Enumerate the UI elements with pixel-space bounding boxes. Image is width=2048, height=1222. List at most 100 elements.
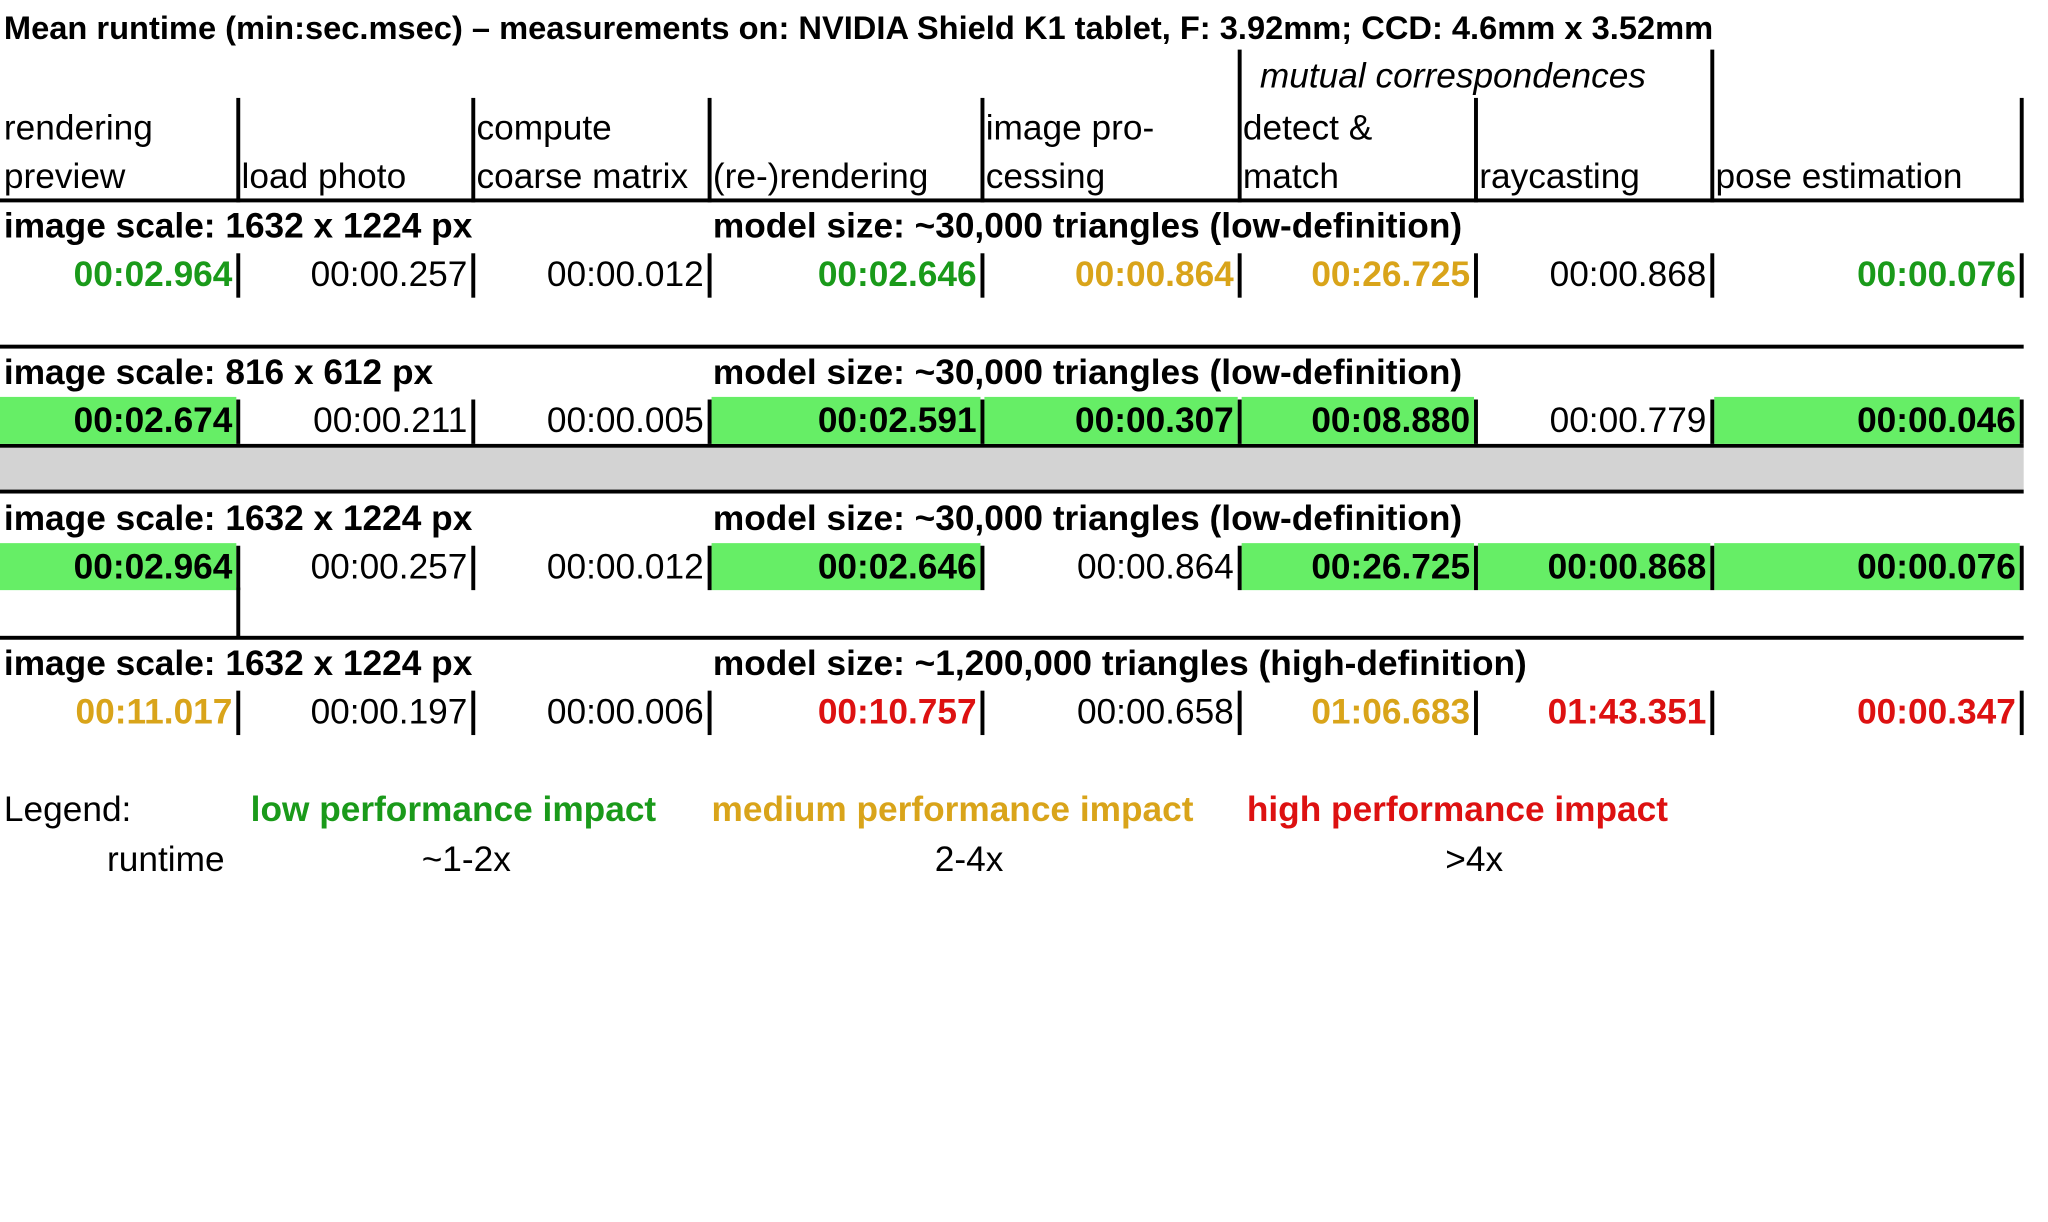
- legend-medium-factor: 2-4x: [934, 839, 1004, 879]
- value-cell-compute-coarse-matrix: 00:00.012: [546, 254, 704, 294]
- value-cell-raycasting: 00:00.868: [1549, 254, 1707, 294]
- header-divider: [471, 97, 476, 203]
- highlight-cell: [711, 543, 981, 591]
- highlight-cell: [1241, 396, 1475, 444]
- cell-divider: [236, 545, 241, 591]
- col-header-image-processing-line1: image pro-: [985, 108, 1155, 148]
- col-header-rerendering: (re-)rendering: [712, 156, 929, 196]
- value-cell-detect-match: 00:26.725: [1311, 547, 1471, 587]
- highlight-cell: [1477, 543, 1711, 591]
- cell-divider: [980, 399, 985, 444]
- col-header-detect-match-line1: detect &: [1242, 108, 1373, 148]
- value-cell-pose-estimation: 00:00.347: [1857, 691, 2016, 732]
- header-divider: [1237, 49, 1242, 203]
- cell-divider: [1474, 690, 1478, 736]
- cell-divider: [236, 399, 241, 444]
- cell-divider: [471, 545, 476, 591]
- highlight-cell: [711, 396, 981, 444]
- cell-divider: [2019, 399, 2024, 444]
- col-header-rendering-preview-line1: rendering: [3, 108, 153, 148]
- value-cell-detect-match: 00:08.880: [1311, 400, 1471, 440]
- header-divider: [1474, 97, 1478, 203]
- cell-divider: [1710, 545, 1715, 591]
- value-cell-rendering-preview: 00:11.017: [75, 691, 233, 732]
- cell-divider: [1710, 399, 1715, 444]
- value-cell-pose-estimation: 00:00.076: [1857, 254, 2016, 294]
- block-2-image-scale: image scale: 816 x 612 px: [3, 352, 434, 392]
- block-4-model-size: model size: ~1,200,000 triangles (high-d…: [712, 643, 1527, 683]
- cell-divider: [707, 399, 712, 444]
- header-bottom-rule: [0, 198, 2024, 203]
- table-title: Mean runtime (min:sec.msec) – measuremen…: [3, 10, 1714, 48]
- value-cell-rerendering: 00:02.646: [817, 254, 977, 294]
- legend-medium-impact: medium performance impact: [711, 789, 1194, 830]
- value-cell-compute-coarse-matrix: 00:00.005: [546, 400, 704, 440]
- group-header-mutual-correspondences: mutual correspondences: [1259, 56, 1646, 96]
- value-cell-rerendering: 00:02.591: [817, 400, 977, 440]
- cell-divider: [471, 690, 476, 736]
- highlight-cell: [0, 396, 237, 444]
- highlight-cell: [1714, 543, 2020, 591]
- header-divider: [980, 97, 985, 203]
- value-cell-compute-coarse-matrix: 00:00.006: [546, 691, 704, 732]
- block-divider: [0, 489, 2024, 494]
- block-divider: [0, 344, 2024, 349]
- legend-high-impact: high performance impact: [1246, 789, 1669, 830]
- cell-divider: [980, 690, 985, 736]
- cell-divider: [707, 690, 712, 736]
- cell-divider: [236, 587, 241, 638]
- header-divider: [707, 97, 712, 203]
- col-header-rendering-preview-line2: preview: [3, 156, 126, 196]
- legend-low-impact: low performance impact: [250, 789, 657, 830]
- value-cell-image-processing: 00:00.307: [1075, 400, 1234, 440]
- highlight-cell: [1241, 543, 1475, 591]
- legend-runtime-label: runtime: [107, 839, 225, 879]
- value-cell-rerendering: 00:10.757: [817, 691, 977, 732]
- highlight-cell: [984, 396, 1238, 444]
- col-header-compute-line1: compute: [476, 108, 612, 148]
- value-cell-raycasting: 00:00.779: [1549, 400, 1707, 440]
- highlight-cell: [1714, 396, 2020, 444]
- cell-divider: [1474, 399, 1478, 444]
- block-4-image-scale: image scale: 1632 x 1224 px: [3, 643, 473, 683]
- value-cell-image-processing: 00:00.864: [1075, 254, 1234, 294]
- cell-divider: [1474, 253, 1478, 298]
- cell-divider: [1474, 545, 1478, 591]
- value-cell-image-processing: 00:00.864: [1076, 547, 1234, 587]
- cell-divider: [707, 253, 712, 298]
- legend-low-factor: ~1-2x: [421, 839, 511, 879]
- value-cell-detect-match: 00:26.725: [1311, 254, 1471, 294]
- value-cell-pose-estimation: 00:00.046: [1857, 400, 2016, 440]
- value-cell-detect-match: 01:06.683: [1311, 691, 1471, 732]
- cell-divider: [471, 399, 476, 444]
- value-cell-load-photo: 00:00.257: [310, 254, 468, 294]
- cell-divider: [1710, 690, 1715, 736]
- col-header-detect-match-line2: match: [1242, 156, 1339, 196]
- value-cell-rendering-preview: 00:02.674: [73, 400, 233, 440]
- cell-divider: [980, 545, 985, 591]
- value-cell-image-processing: 00:00.658: [1076, 691, 1234, 732]
- separator-band: [0, 447, 2024, 490]
- cell-divider: [2019, 690, 2024, 736]
- col-header-image-processing-line2: cessing: [985, 156, 1106, 196]
- cell-divider: [2019, 253, 2024, 298]
- col-header-compute-line2: coarse matrix: [476, 156, 689, 196]
- block-3-model-size: model size: ~30,000 triangles (low-defin…: [712, 498, 1463, 538]
- cell-divider: [236, 690, 241, 736]
- header-divider: [2019, 97, 2024, 203]
- cell-divider: [1237, 399, 1242, 444]
- block-2-model-size: model size: ~30,000 triangles (low-defin…: [712, 352, 1463, 392]
- legend-label: Legend:: [3, 789, 132, 830]
- cell-divider: [1237, 690, 1242, 736]
- legend-high-factor: >4x: [1445, 839, 1504, 879]
- cell-divider: [1237, 253, 1242, 298]
- block-3-image-scale: image scale: 1632 x 1224 px: [3, 498, 473, 538]
- value-cell-compute-coarse-matrix: 00:00.012: [546, 547, 704, 587]
- cell-divider: [236, 253, 241, 298]
- block-divider: [0, 635, 2024, 640]
- header-divider: [236, 97, 241, 203]
- value-cell-load-photo: 00:00.211: [313, 400, 468, 440]
- value-cell-rendering-preview: 00:02.964: [73, 547, 233, 587]
- cell-divider: [707, 545, 712, 591]
